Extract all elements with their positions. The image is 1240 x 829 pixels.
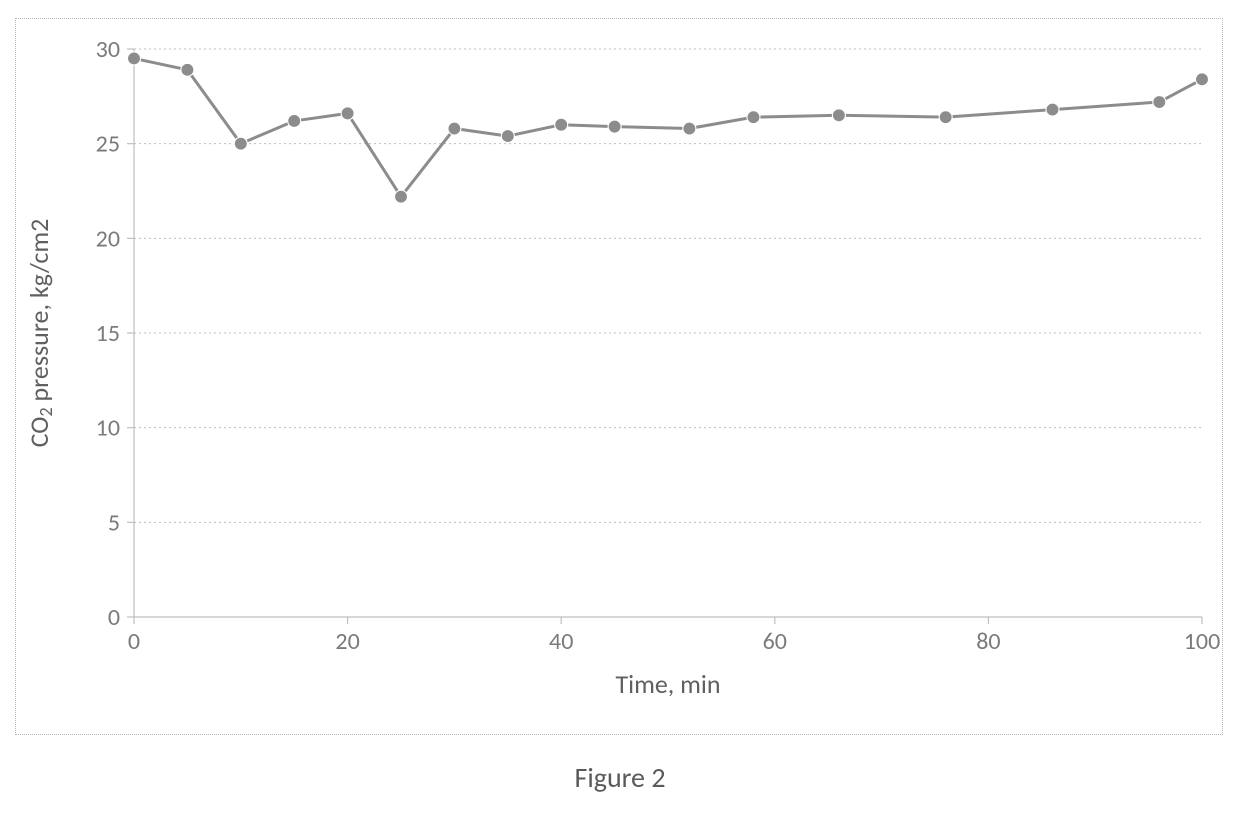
figure-caption: Figure 2 <box>0 760 1240 795</box>
chart-frame: 051015202530020406080100Time, minCO2 pre… <box>15 18 1223 735</box>
svg-text:20: 20 <box>96 224 120 253</box>
svg-text:80: 80 <box>976 627 1000 656</box>
svg-text:0: 0 <box>128 627 140 656</box>
svg-text:25: 25 <box>96 130 120 159</box>
svg-text:40: 40 <box>549 627 573 656</box>
svg-text:30: 30 <box>96 35 120 64</box>
svg-text:15: 15 <box>96 319 120 348</box>
svg-text:5: 5 <box>108 508 120 537</box>
pressure-chart: 051015202530020406080100Time, minCO2 pre… <box>16 19 1222 734</box>
svg-text:100: 100 <box>1184 627 1221 656</box>
svg-text:0: 0 <box>108 603 120 632</box>
svg-text:20: 20 <box>335 627 359 656</box>
svg-text:60: 60 <box>763 627 787 656</box>
svg-text:10: 10 <box>96 414 120 443</box>
svg-text:Time, min: Time, min <box>615 668 720 700</box>
